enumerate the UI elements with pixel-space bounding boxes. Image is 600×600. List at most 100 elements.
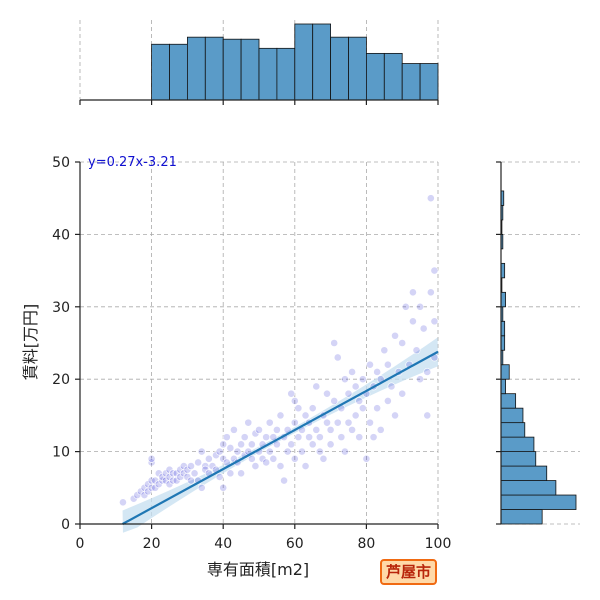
- x-tick-label: 60: [286, 536, 304, 552]
- data-point: [323, 389, 331, 398]
- data-point: [358, 404, 367, 413]
- data-point: [262, 458, 271, 467]
- x-tick-label: 20: [143, 536, 161, 552]
- data-point: [323, 418, 331, 427]
- histogram-bar: [500, 393, 517, 409]
- data-point: [341, 375, 349, 384]
- y-tick-label: 20: [52, 372, 70, 388]
- data-point: [255, 425, 263, 434]
- data-point: [344, 418, 353, 427]
- data-point: [330, 339, 339, 347]
- data-point: [290, 397, 299, 405]
- data-point: [373, 404, 382, 413]
- histogram-bar: [500, 451, 537, 467]
- data-point: [237, 469, 245, 478]
- data-point: [276, 411, 285, 420]
- histogram-bar: [222, 38, 242, 101]
- data-point: [419, 324, 428, 333]
- data-point: [398, 339, 407, 347]
- scatter-plot: 0 20 40 60 80 100 0 10 20 30 40 50: [52, 155, 451, 552]
- y-tick-label: 0: [61, 517, 70, 533]
- data-point: [423, 368, 432, 376]
- data-point: [369, 433, 378, 442]
- city-badge: 芦屋市: [380, 559, 438, 585]
- histogram-bar: [240, 38, 260, 101]
- histogram-bar: [348, 36, 367, 101]
- data-point: [305, 433, 314, 442]
- histogram-bar: [500, 436, 535, 452]
- histogram-bar: [383, 52, 403, 101]
- histogram-bar: [500, 509, 543, 525]
- data-point: [190, 469, 199, 478]
- x-tick-label: 40: [214, 536, 232, 552]
- histogram-bar: [312, 23, 332, 101]
- histogram-bar: [186, 36, 206, 101]
- histogram-bar: [204, 36, 224, 101]
- data-point: [290, 418, 299, 427]
- data-point: [326, 440, 335, 449]
- histogram-bar: [500, 494, 577, 510]
- data-point: [147, 454, 156, 463]
- confidence-band: [122, 337, 438, 533]
- histogram-bar: [294, 23, 314, 101]
- data-point: [298, 447, 306, 456]
- data-point: [366, 418, 374, 427]
- data-point: [247, 440, 256, 449]
- histogram-bar: [276, 47, 296, 101]
- histogram-bar: [500, 407, 524, 424]
- data-point: [276, 462, 285, 470]
- data-point: [409, 317, 417, 326]
- data-point: [308, 404, 317, 413]
- histogram-bar: [151, 43, 170, 101]
- data-point: [315, 447, 324, 456]
- data-point: [401, 302, 410, 311]
- data-point: [244, 418, 253, 427]
- data-point: [272, 425, 281, 434]
- data-point: [283, 447, 292, 456]
- data-point: [344, 389, 353, 398]
- data-point: [269, 454, 278, 463]
- histogram-bar: [169, 43, 188, 101]
- data-point: [387, 382, 396, 391]
- data-point: [366, 360, 374, 369]
- data-point: [351, 382, 360, 391]
- histogram-bar: [500, 422, 526, 438]
- data-point: [187, 476, 195, 485]
- data-point: [373, 368, 382, 376]
- data-point: [204, 454, 213, 463]
- data-point: [333, 418, 342, 427]
- y-tick-label: 50: [52, 155, 70, 171]
- data-point: [251, 462, 260, 470]
- data-point: [426, 194, 435, 203]
- top-histogram: [79, 20, 439, 105]
- data-point: [416, 302, 424, 311]
- regression-line: [122, 350, 439, 525]
- data-point: [301, 462, 310, 470]
- data-point: [391, 411, 399, 420]
- data-point: [355, 433, 364, 442]
- data-point: [262, 433, 271, 442]
- data-point: [230, 425, 238, 434]
- data-point: [398, 389, 407, 398]
- right-histogram: [496, 161, 580, 525]
- data-point: [197, 447, 206, 456]
- y-tick-label: 10: [52, 445, 70, 461]
- data-point: [333, 353, 342, 362]
- data-point: [383, 397, 392, 405]
- histogram-bar: [258, 47, 278, 101]
- data-point: [412, 346, 421, 355]
- data-point: [312, 382, 321, 391]
- histogram-bar: [365, 52, 385, 101]
- y-axis-label: 賃料[万円]: [21, 304, 40, 381]
- data-point: [341, 447, 349, 456]
- data-point: [226, 444, 235, 452]
- data-point: [301, 411, 310, 420]
- data-point: [330, 397, 339, 405]
- data-point: [308, 440, 317, 449]
- data-point: [197, 483, 206, 492]
- data-point: [222, 433, 231, 442]
- data-point: [247, 454, 256, 463]
- data-point: [187, 462, 195, 470]
- data-point: [294, 433, 303, 442]
